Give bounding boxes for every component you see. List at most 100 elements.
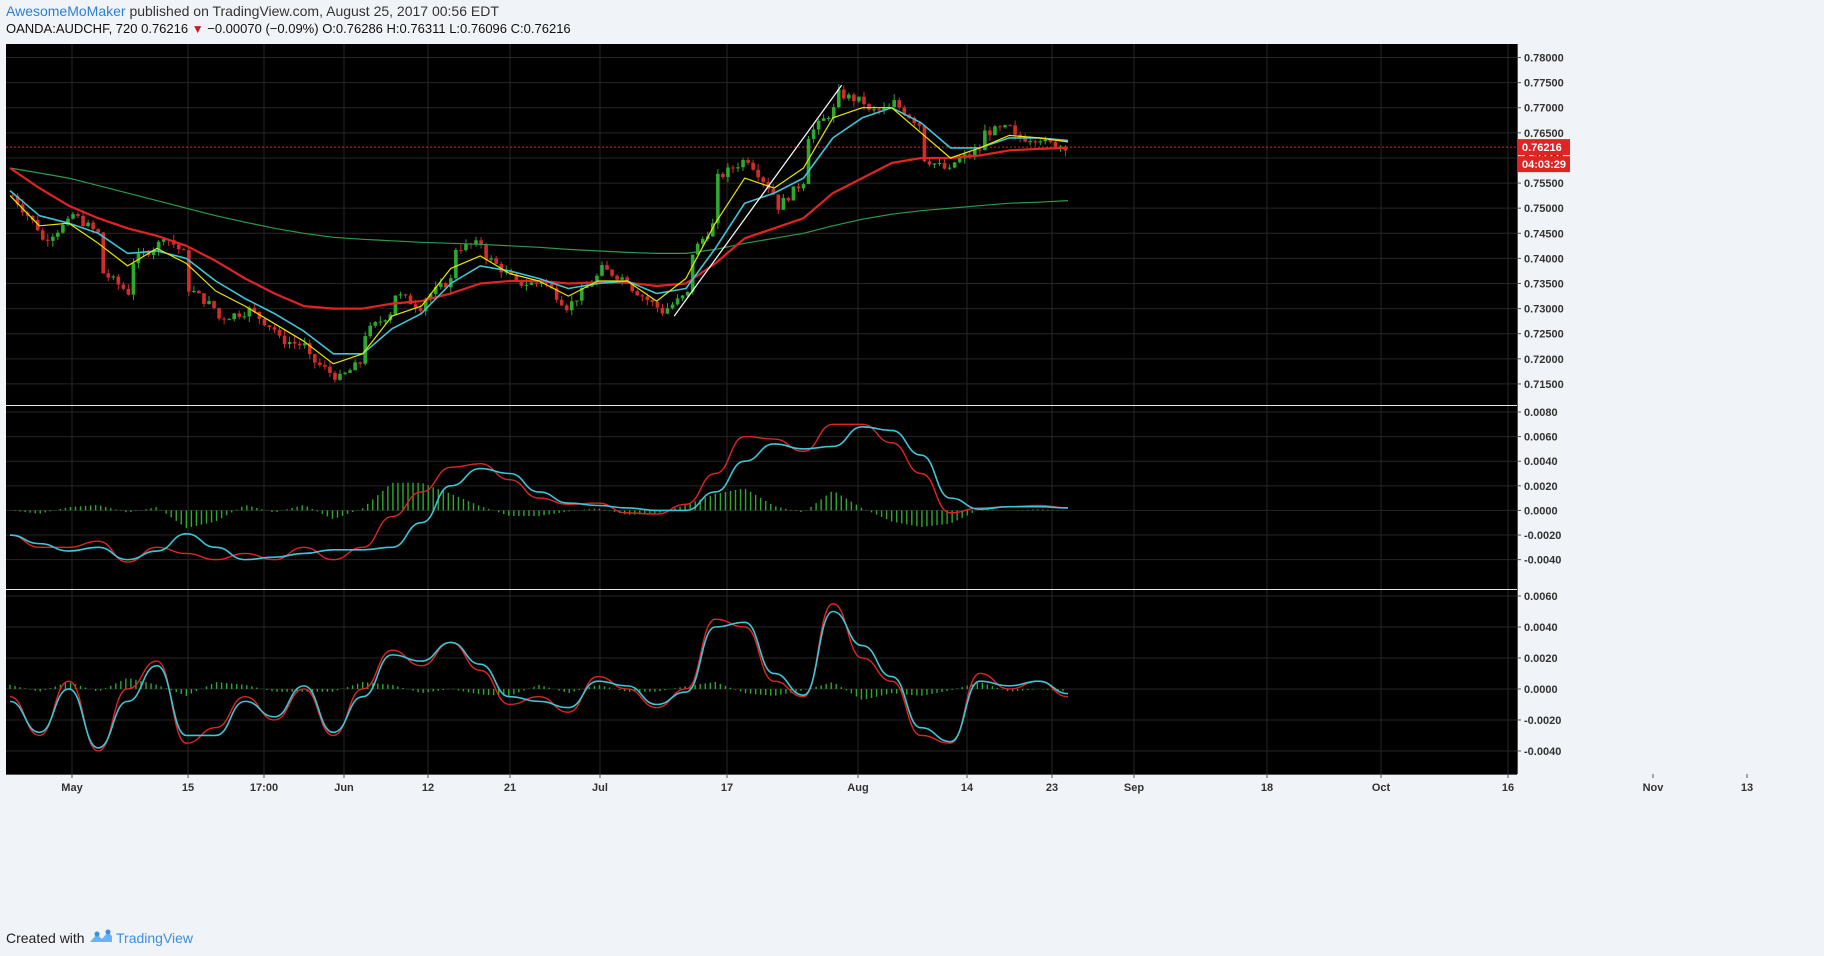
candle-body <box>605 265 609 270</box>
candle-body <box>182 249 186 251</box>
candle-body <box>383 320 388 322</box>
candle-body <box>690 254 695 292</box>
candle-body <box>56 232 60 237</box>
candle-body <box>771 189 776 195</box>
candle-body <box>922 125 927 162</box>
candle-body <box>96 229 100 233</box>
ema-fast-line <box>9 107 1069 365</box>
candle-body <box>917 122 922 126</box>
y-tick-label: 0.0060 <box>1524 432 1558 444</box>
candle-body <box>71 214 75 219</box>
created-with-text: Created with <box>6 930 85 946</box>
candle-body <box>711 223 715 237</box>
last-price-label: 0.76216 <box>1522 142 1562 154</box>
candle-body <box>156 241 161 250</box>
x-tick-label: Jul <box>592 782 608 794</box>
candle-body <box>564 305 569 311</box>
y-tick-label: 0.72000 <box>1524 354 1564 366</box>
main-line <box>9 610 1069 749</box>
candle-body <box>685 291 690 296</box>
candle-body <box>217 307 221 319</box>
candle-body <box>398 294 403 296</box>
candle-body <box>867 104 871 110</box>
candle-body <box>423 298 428 312</box>
candle-body <box>574 300 579 302</box>
candle-body <box>277 329 282 336</box>
candle-body <box>716 173 720 224</box>
candle-body <box>237 313 242 317</box>
candle-body <box>378 321 383 323</box>
chart-canvas[interactable]: May 15 17:00 Jun 12 21 Jul 17 Aug 14 23 Sep 18 Oct 16 N… <box>0 44 1824 920</box>
publish-line: AwesomeMoMaker published on TradingView.… <box>6 3 499 19</box>
candle-body <box>791 186 796 201</box>
candle-body <box>872 109 876 111</box>
candle-body <box>892 100 896 107</box>
candle-body <box>51 236 55 241</box>
y-tick-label: 0.71500 <box>1524 379 1564 391</box>
candle-body <box>806 138 811 185</box>
y-tick-label: -0.0040 <box>1524 555 1561 567</box>
candle-body <box>781 197 786 210</box>
candle-body <box>187 250 191 292</box>
candle-body <box>338 373 342 380</box>
chart-header: AwesomeMoMaker published on TradingView.… <box>0 0 1824 44</box>
candle-body <box>514 274 519 280</box>
candle-body <box>111 276 116 278</box>
candle-body <box>1053 141 1058 149</box>
candle-body <box>45 239 50 241</box>
candle-body <box>197 290 201 294</box>
candle-body <box>796 186 801 189</box>
candle-body <box>862 96 866 105</box>
signal-line <box>9 603 1069 752</box>
candle-body <box>751 162 755 170</box>
author-link[interactable]: AwesomeMoMaker <box>6 3 126 19</box>
candle-body <box>927 161 932 165</box>
y-tick-label: 0.0000 <box>1524 684 1558 696</box>
candle-body <box>1013 125 1017 135</box>
low-value: L:0.76096 <box>449 21 508 36</box>
candle-body <box>952 162 957 168</box>
candle-body <box>993 126 997 136</box>
candle-body <box>232 313 236 320</box>
candle-body <box>247 307 252 317</box>
candle-body <box>81 215 85 227</box>
candle-body <box>433 287 438 295</box>
candle-body <box>262 318 267 326</box>
candle-body <box>1048 139 1053 142</box>
candle-body <box>1043 139 1048 142</box>
tradingview-logo-icon[interactable] <box>88 928 114 951</box>
signal-line <box>9 423 1069 563</box>
candle-body <box>428 294 433 299</box>
candle-body <box>665 308 670 314</box>
candle-body <box>610 269 614 276</box>
candle-body <box>842 89 846 99</box>
countdown-badge <box>1518 156 1570 173</box>
histogram <box>14 482 1064 529</box>
y-tick-label: 0.73000 <box>1524 304 1564 316</box>
tradingview-brand[interactable]: TradingView <box>116 930 194 946</box>
x-tick-label: Jun <box>334 782 354 794</box>
candle-body <box>912 117 917 123</box>
candle-body <box>529 282 534 285</box>
candle-body <box>650 299 655 302</box>
candle-body <box>700 238 705 244</box>
chart-area[interactable]: May 15 17:00 Jun 12 21 Jul 17 Aug 14 23 Sep 18 Oct 16 N… <box>0 44 1824 920</box>
footer: Created with TradingView <box>0 920 1824 956</box>
candle-body <box>76 214 80 216</box>
x-tick-label: 13 <box>1741 782 1753 794</box>
candle-body <box>620 277 624 280</box>
candle-body <box>353 362 357 371</box>
candle-body <box>660 307 665 314</box>
candle-body <box>489 258 493 260</box>
candle-body <box>413 304 418 308</box>
candle-body <box>192 290 196 292</box>
candle-body <box>15 195 20 205</box>
candle-body <box>947 167 952 169</box>
candle-body <box>459 249 463 251</box>
open-value: O:0.76286 <box>322 21 383 36</box>
plot-background <box>6 44 1517 774</box>
candle-body <box>86 222 90 227</box>
candle-body <box>635 291 640 296</box>
candle-body <box>942 163 947 169</box>
candle-body <box>1028 141 1033 143</box>
